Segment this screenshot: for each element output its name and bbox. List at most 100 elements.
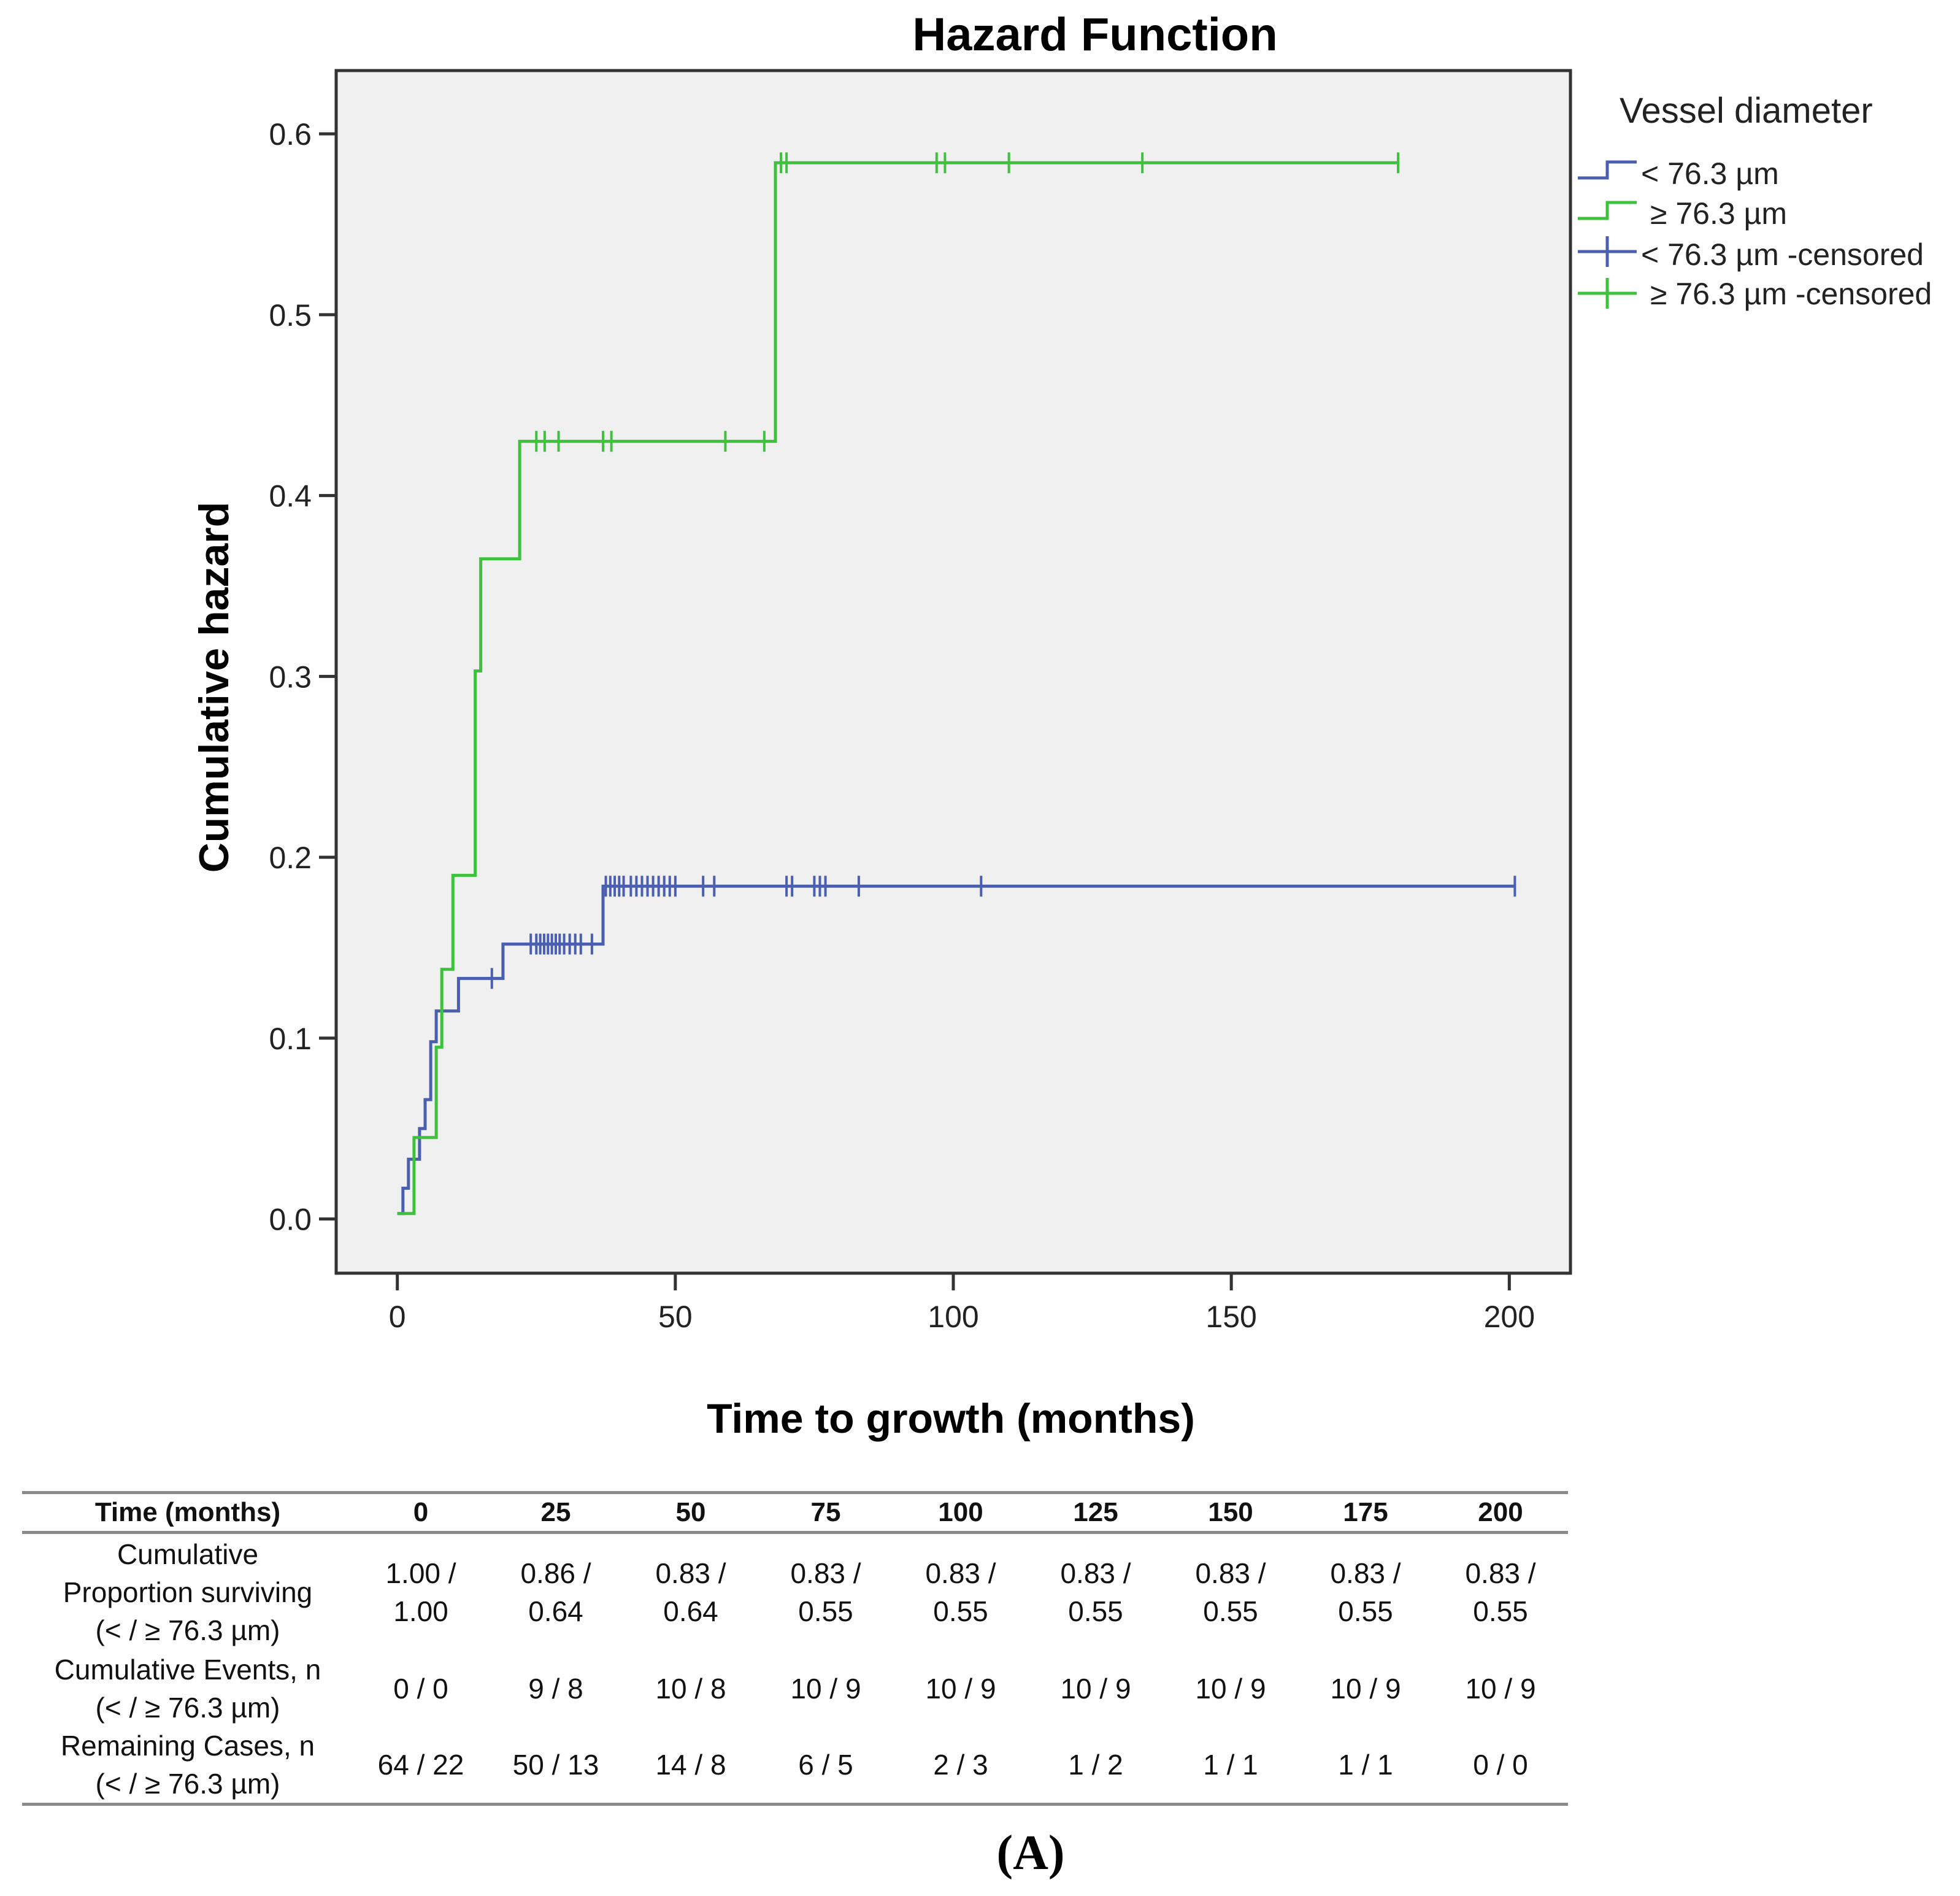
hazard-chart: Hazard Function 0.0 0.1 0.2 0.3 0.4 0.5 0.6 0 5… (191, 9, 1932, 1442)
y-tick-label: 0.2 (269, 841, 312, 875)
legend-step-swatch-ge (1578, 201, 1637, 220)
risk-table-time-header: 200 (1478, 1497, 1523, 1527)
cell-line: 0 / 0 (393, 1673, 448, 1705)
risk-table-row-label: Cumulative Proportion surviving (< / ≥ 76.… (22, 1533, 353, 1651)
risk-table-time-header: 175 (1343, 1497, 1388, 1527)
cell-line: 0.83 / (925, 1557, 996, 1589)
cell-line: 10 / 9 (925, 1673, 996, 1705)
x-axis: 0 50 100 150 200 (389, 1273, 1535, 1334)
risk-table-cell: 10 / 9 (1163, 1651, 1298, 1727)
risk-table-cell: 0 / 0 (353, 1651, 488, 1727)
risk-table-cell: 10 / 9 (1298, 1651, 1433, 1727)
x-tick-label: 100 (928, 1300, 978, 1334)
risk-table-cell: 0.83 / 0.55 (1298, 1533, 1433, 1651)
risk-table-row-label: Cumulative Events, n (< / ≥ 76.3 µm) (22, 1651, 353, 1727)
panel-label: (A) (996, 1826, 1065, 1880)
x-tick-label: 50 (658, 1300, 693, 1334)
row-label-line: (< / ≥ 76.3 µm) (95, 1692, 280, 1724)
cell-line: 1.00 (393, 1595, 448, 1627)
risk-table-cell: 10 / 9 (1433, 1651, 1568, 1727)
risk-table-row: Remaining Cases, n (< / ≥ 76.3 µm) 64 / 22… (22, 1727, 1568, 1805)
risk-table-row-label: Remaining Cases, n (< / ≥ 76.3 µm) (22, 1727, 353, 1805)
cell-line: 10 / 9 (1465, 1673, 1536, 1705)
x-tick-label: 200 (1484, 1300, 1535, 1334)
risk-table-time-header: 150 (1208, 1497, 1253, 1527)
cell-line: 0.55 (798, 1595, 853, 1627)
cell-line: 1 / 2 (1068, 1749, 1123, 1781)
row-label-line: Cumulative Events, n (54, 1654, 321, 1686)
risk-table-cell: 0.83 / 0.55 (893, 1533, 1028, 1651)
legend-step-swatch-lt (1578, 160, 1637, 180)
cell-line: 10 / 9 (790, 1673, 861, 1705)
risk-table-cell: 1.00 / 1.00 (353, 1533, 488, 1651)
risk-table-time-header: 25 (540, 1497, 571, 1527)
cell-line: 1 / 1 (1338, 1749, 1393, 1781)
cell-line: 0.55 (1203, 1595, 1258, 1627)
risk-table-time-header: 0 (413, 1497, 429, 1527)
risk-table-cell: 0 / 0 (1433, 1727, 1568, 1805)
row-label-line: (< / ≥ 76.3 µm) (95, 1768, 280, 1800)
cell-line: 0.83 / (1330, 1557, 1401, 1589)
risk-table-cell: 64 / 22 (353, 1727, 488, 1805)
y-tick-label: 0.3 (269, 660, 312, 694)
chart-title: Hazard Function (912, 9, 1277, 61)
legend-title: Vessel diameter (1620, 91, 1873, 131)
series-layer (397, 152, 1516, 1216)
cell-line: 0.83 / (790, 1557, 861, 1589)
cell-line: 14 / 8 (655, 1749, 726, 1781)
risk-table-cell: 10 / 9 (893, 1651, 1028, 1727)
y-tick-label: 0.1 (269, 1022, 312, 1056)
risk-table: Time (months) 0 25 50 75 100 125 150 175… (22, 1491, 1568, 1806)
row-label-line: (< / ≥ 76.3 µm) (95, 1614, 280, 1646)
y-tick-label: 0.0 (269, 1203, 312, 1237)
row-label-line: Cumulative (117, 1538, 259, 1570)
risk-table-cell: 14 / 8 (623, 1727, 758, 1805)
row-label-line: Proportion surviving (63, 1576, 313, 1608)
risk-table-cell: 6 / 5 (758, 1727, 893, 1805)
y-tick-label: 0.4 (269, 479, 312, 514)
cell-line: 9 / 8 (528, 1673, 583, 1705)
row-label-line: Remaining Cases, n (60, 1730, 315, 1762)
cell-line: 10 / 9 (1060, 1673, 1131, 1705)
risk-table-row: Cumulative Events, n (< / ≥ 76.3 µm) 0 / 0… (22, 1651, 1568, 1727)
legend-entry-ge: ≥ 76.3 µm (1650, 196, 1787, 231)
risk-table-time-header: 50 (675, 1497, 706, 1527)
risk-table-row: Cumulative Proportion surviving (< / ≥ 76.… (22, 1533, 1568, 1651)
risk-table-cell: 0.83 / 0.55 (1028, 1533, 1163, 1651)
y-axis-label: Cumulative hazard (191, 502, 237, 873)
cell-line: 10 / 9 (1195, 1673, 1266, 1705)
legend-entry-ge-censored: ≥ 76.3 µm -censored (1650, 277, 1932, 311)
risk-table-cell: 1 / 1 (1298, 1727, 1433, 1805)
risk-table-time-header: 125 (1073, 1497, 1118, 1527)
cell-line: 0 / 0 (1473, 1749, 1528, 1781)
cell-line: 0.55 (933, 1595, 988, 1627)
cell-line: 0.83 / (655, 1557, 726, 1589)
cell-line: 2 / 3 (933, 1749, 988, 1781)
risk-table-cell: 0.83 / 0.55 (1433, 1533, 1568, 1651)
risk-table-cell: 50 / 13 (488, 1727, 623, 1805)
risk-table-time-header: 100 (938, 1497, 983, 1527)
y-axis: 0.0 0.1 0.2 0.3 0.4 0.5 0.6 (269, 117, 336, 1237)
risk-table-cell: 10 / 9 (758, 1651, 893, 1727)
y-tick-label: 0.6 (269, 117, 312, 152)
cell-line: 0.55 (1338, 1595, 1393, 1627)
risk-table-cell: 0.86 / 0.64 (488, 1533, 623, 1651)
y-tick-label: 0.5 (269, 298, 312, 333)
cell-line: 50 / 13 (512, 1749, 599, 1781)
risk-table-cell: 2 / 3 (893, 1727, 1028, 1805)
cell-line: 64 / 22 (377, 1749, 464, 1781)
cell-line: 0.64 (528, 1595, 583, 1627)
legend-entry-lt-censored: < 76.3 µm -censored (1641, 237, 1924, 272)
cell-line: 6 / 5 (798, 1749, 853, 1781)
risk-table-cell: 0.83 / 0.64 (623, 1533, 758, 1651)
risk-table-cell: 0.83 / 0.55 (1163, 1533, 1298, 1651)
cell-line: 1.00 / (385, 1557, 456, 1589)
series-line-1 (397, 161, 1398, 1216)
series-line-0 (397, 884, 1515, 1216)
x-tick-label: 0 (389, 1300, 406, 1334)
risk-table-cell: 10 / 9 (1028, 1651, 1163, 1727)
x-axis-label: Time to growth (months) (707, 1395, 1195, 1442)
cell-line: 0.55 (1068, 1595, 1123, 1627)
cell-line: 10 / 8 (655, 1673, 726, 1705)
risk-table-cell: 1 / 1 (1163, 1727, 1298, 1805)
